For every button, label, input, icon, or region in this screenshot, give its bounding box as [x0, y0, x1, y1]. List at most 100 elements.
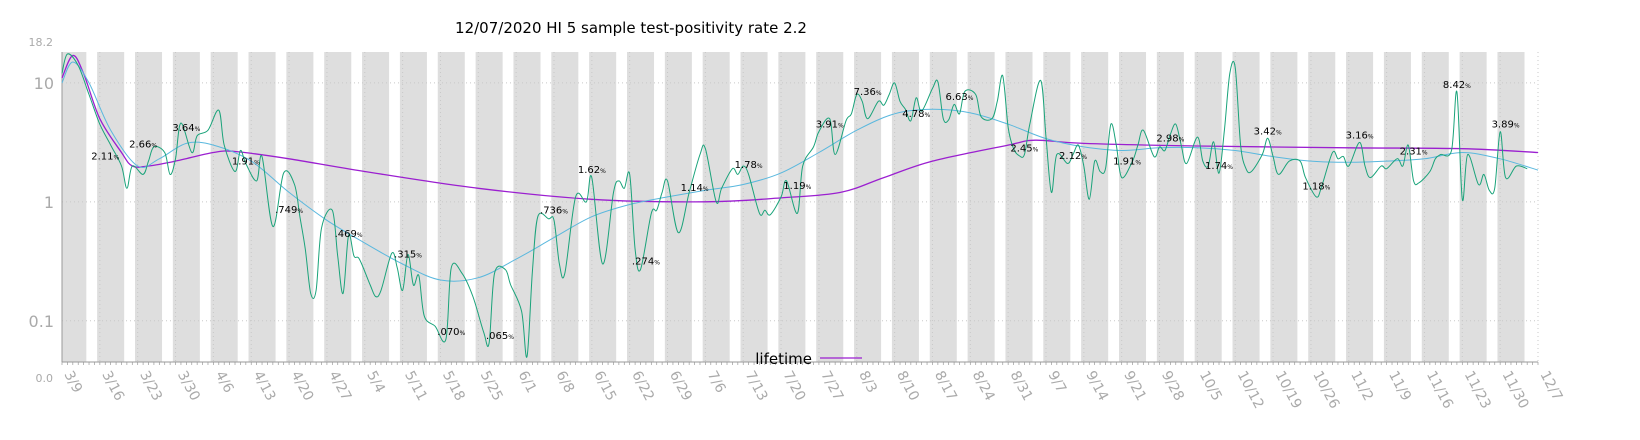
- weekend-band: [1005, 52, 1033, 362]
- y-axis-ticks: 10 1 0.1 18.2 0.0: [29, 36, 55, 385]
- annotation-label: 4.78%: [902, 109, 930, 120]
- weekend-band: [134, 52, 163, 362]
- annotation-unit: %: [508, 334, 514, 341]
- x-tick-label: 6/15: [590, 368, 619, 403]
- x-tick-label: 8/24: [969, 368, 998, 403]
- y-max-label: 18.2: [29, 36, 54, 49]
- annotation-unit: %: [1422, 150, 1428, 157]
- annotation-unit: %: [838, 122, 844, 129]
- x-tick-label: 7/6: [704, 368, 729, 395]
- x-tick-label: 7/20: [780, 368, 809, 403]
- annotation-label: .065%: [486, 331, 514, 342]
- x-tick-label: 7/27: [817, 368, 846, 403]
- weekend-band: [702, 52, 730, 362]
- annotation-label: 1.19%: [783, 181, 811, 192]
- annotation-unit: %: [357, 232, 363, 239]
- x-tick-label: 3/23: [136, 368, 165, 403]
- x-tick-label: 11/2: [1347, 368, 1376, 403]
- x-tick-label: 5/11: [401, 368, 430, 403]
- annotation-unit: %: [297, 208, 303, 215]
- weekend-band: [664, 52, 692, 362]
- annotation-unit: %: [1033, 147, 1039, 154]
- x-tick-label: 9/28: [1158, 368, 1187, 403]
- annotation-unit: %: [757, 163, 763, 170]
- weekend-band: [1194, 52, 1222, 362]
- x-tick-label: 4/6: [212, 368, 237, 395]
- annotation-unit: %: [195, 126, 201, 133]
- annotation-unit: %: [806, 184, 812, 191]
- weekend-band: [62, 52, 87, 362]
- annotation-label: 3.91%: [816, 119, 844, 130]
- x-tick-label: 4/27: [325, 368, 354, 403]
- x-tick-label: 10/19: [1272, 368, 1305, 411]
- axes: [61, 52, 1539, 365]
- annotation-label: 7.36%: [854, 87, 882, 98]
- weekend-band: [589, 52, 617, 362]
- weekend-band: [475, 52, 503, 362]
- annotation-unit: %: [562, 209, 568, 216]
- weekend-band: [854, 52, 882, 362]
- annotation-unit: %: [1179, 136, 1185, 143]
- weekend-band: [324, 52, 352, 362]
- x-tick-label: 11/30: [1499, 368, 1532, 411]
- annotation-unit: %: [968, 95, 974, 102]
- x-tick-label: 3/16: [98, 368, 127, 403]
- x-tick-label: 8/3: [855, 368, 880, 395]
- x-tick-label: 5/25: [477, 368, 506, 403]
- weekend-band: [967, 52, 995, 362]
- weekend-band: [1459, 52, 1487, 362]
- annotation-unit: %: [1325, 184, 1331, 191]
- annotation-label: 2.11%: [91, 151, 119, 162]
- weekend-band: [740, 52, 768, 362]
- weekend-band: [778, 52, 806, 362]
- annotation-label: 1.91%: [1113, 156, 1141, 167]
- legend-label-lifetime: lifetime: [755, 350, 812, 368]
- x-tick-label: 12/7: [1536, 368, 1565, 403]
- weekend-band: [1346, 52, 1374, 362]
- series-lines: [61, 53, 1539, 358]
- weekend-band: [626, 52, 655, 362]
- annotation-unit: %: [1135, 159, 1141, 166]
- weekend-bands: [62, 52, 1525, 362]
- annotation-unit: %: [254, 159, 260, 166]
- x-tick-label: 10/12: [1234, 368, 1267, 411]
- annotation-label: 2.31%: [1400, 147, 1428, 158]
- annotation-unit: %: [1465, 83, 1471, 90]
- x-tick-label: 7/13: [742, 368, 771, 403]
- annotation-unit: %: [1276, 129, 1282, 136]
- annotation-unit: %: [416, 253, 422, 260]
- annotation-label: 3.42%: [1254, 126, 1282, 137]
- weekend-band: [816, 52, 844, 362]
- x-tick-label: 9/7: [1044, 368, 1069, 395]
- annotation-unit: %: [114, 154, 120, 161]
- annotation-label: 2.12%: [1059, 151, 1087, 162]
- weekend-band: [513, 52, 541, 362]
- annotation-unit: %: [1081, 154, 1087, 161]
- weekend-band: [437, 52, 465, 362]
- annotation-unit: %: [460, 330, 466, 337]
- x-tick-label: 6/29: [666, 368, 695, 403]
- annotation-unit: %: [703, 186, 709, 193]
- x-axis-ticks: 3/9 3/16 3/23 3/30 4/6 4/13 4/20 4/27 5/4 5/11 5/1…: [60, 368, 1565, 411]
- annotation-label: 3.16%: [1346, 130, 1374, 141]
- annotation-label: 1.78%: [735, 160, 763, 171]
- annotation-unit: %: [151, 142, 157, 149]
- x-tick-label: 3/9: [60, 368, 85, 395]
- annotation-unit: %: [1368, 133, 1374, 140]
- annotation-unit: %: [1514, 123, 1520, 130]
- weekend-band: [210, 52, 238, 362]
- chart-title: 12/07/2020 HI 5 sample test-positivity r…: [455, 19, 807, 37]
- y-tick-label: 10: [34, 74, 54, 93]
- weekend-band: [1232, 52, 1260, 362]
- x-tick-label: 8/17: [931, 368, 960, 403]
- annotation-unit: %: [600, 168, 606, 175]
- weekend-band: [172, 52, 200, 362]
- weekend-band: [1421, 52, 1449, 362]
- annotations: 2.11% 2.66% 3.64% 1.91% .749% .469% .315% .070%…: [91, 80, 1520, 342]
- weekend-band: [1383, 52, 1411, 362]
- x-tick-label: 9/21: [1120, 368, 1149, 403]
- annotation-label: .749%: [275, 205, 303, 216]
- weekend-band: [1270, 52, 1298, 362]
- x-tick-label: 11/16: [1423, 368, 1456, 411]
